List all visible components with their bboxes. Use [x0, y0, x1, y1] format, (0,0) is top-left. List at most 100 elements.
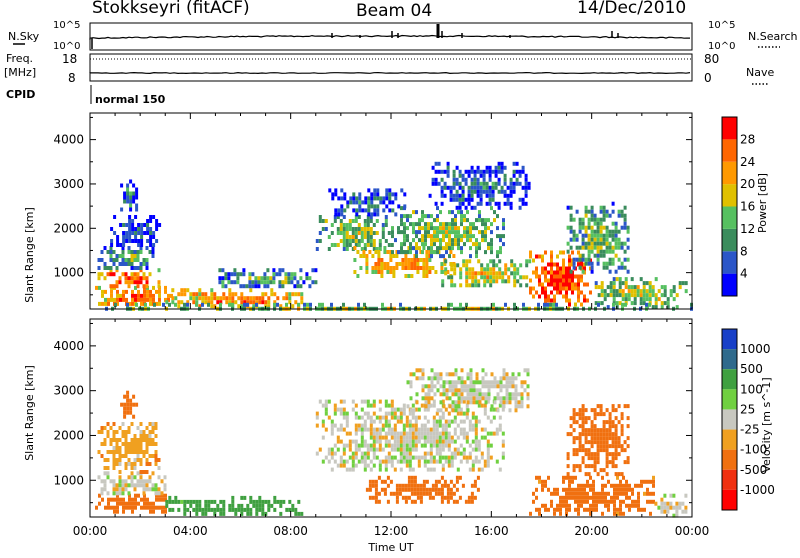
data-cell — [491, 185, 495, 190]
data-cell — [620, 209, 624, 214]
data-cell — [572, 428, 576, 433]
data-cell — [388, 196, 392, 201]
data-cell — [490, 404, 494, 409]
data-cell — [474, 271, 478, 276]
data-cell — [613, 499, 616, 504]
data-cell — [640, 479, 643, 484]
data-cell — [115, 258, 119, 262]
data-cell — [450, 279, 454, 284]
data-cell — [429, 451, 433, 456]
data-cell — [112, 479, 116, 484]
data-cell — [409, 380, 413, 385]
data-cell — [565, 274, 568, 279]
data-cell — [378, 239, 382, 243]
data-cell — [367, 212, 371, 217]
data-cell — [411, 447, 415, 452]
data-cell — [336, 435, 340, 440]
data-cell — [578, 436, 582, 441]
data-cell — [171, 288, 175, 293]
data-cell — [601, 483, 604, 488]
data-cell — [592, 495, 595, 500]
data-cell — [204, 499, 208, 504]
data-cell — [475, 396, 479, 401]
data-cell — [477, 403, 481, 408]
data-cell — [112, 454, 116, 458]
data-cell — [372, 447, 376, 452]
data-cell — [642, 297, 646, 302]
data-cell — [126, 199, 130, 204]
data-cell — [642, 301, 646, 306]
data-cell — [365, 266, 369, 270]
data-cell — [149, 505, 152, 510]
data-cell — [107, 297, 110, 302]
data-cell — [124, 276, 128, 281]
data-cell — [486, 267, 490, 272]
data-cell — [474, 443, 478, 448]
data-cell — [204, 296, 208, 301]
data-cell — [513, 275, 517, 280]
data-cell — [499, 250, 502, 255]
data-cell — [201, 507, 205, 512]
data-cell — [192, 292, 196, 297]
data-cell — [453, 263, 457, 268]
data-cell — [512, 169, 516, 174]
data-cell — [577, 274, 580, 279]
data-cell — [357, 423, 361, 428]
data-cell — [135, 402, 139, 407]
data-cell — [496, 408, 500, 413]
data-cell — [499, 400, 503, 405]
data-cell — [604, 483, 607, 488]
data-cell — [538, 511, 541, 516]
data-cell — [381, 423, 385, 428]
data-cell — [148, 434, 152, 438]
power-colorbar-swatch — [722, 273, 737, 296]
data-cell — [355, 208, 359, 213]
data-cell — [110, 293, 113, 298]
data-cell — [375, 435, 379, 440]
data-cell — [300, 511, 304, 516]
data-cell — [107, 501, 110, 506]
data-cell — [110, 505, 113, 510]
data-cell — [468, 271, 472, 276]
data-cell — [100, 454, 104, 458]
data-cell — [213, 296, 217, 301]
beam-title: Beam 04 — [356, 1, 432, 21]
data-cell — [446, 161, 450, 166]
data-cell — [109, 426, 113, 430]
data-cell — [285, 296, 289, 301]
data-cell — [146, 293, 149, 298]
data-cell — [587, 464, 591, 469]
data-cell — [559, 507, 562, 512]
data-cell — [136, 442, 140, 446]
data-cell — [581, 253, 585, 258]
data-cell — [123, 406, 127, 411]
data-cell — [470, 177, 474, 182]
data-cell — [577, 282, 580, 287]
data-cell — [601, 491, 604, 496]
data-cell — [604, 503, 607, 508]
data-cell — [340, 188, 344, 193]
data-cell — [345, 415, 349, 420]
data-cell — [457, 226, 460, 231]
data-cell — [106, 266, 110, 270]
data-cell — [354, 431, 358, 436]
data-cell — [366, 411, 370, 416]
data-cell — [375, 427, 379, 432]
data-cell — [430, 380, 434, 385]
data-cell — [544, 507, 547, 512]
data-cell — [478, 380, 482, 385]
data-cell — [393, 407, 397, 412]
data-cell — [451, 384, 455, 389]
data-cell — [124, 483, 128, 488]
data-cell — [136, 276, 140, 281]
data-cell — [487, 218, 490, 223]
data-cell — [416, 258, 420, 262]
data-cell — [158, 223, 162, 227]
data-cell — [198, 304, 202, 309]
data-cell — [396, 435, 400, 440]
y-tick-label: 4000 — [53, 133, 84, 147]
data-cell — [130, 250, 134, 254]
data-cell — [122, 509, 125, 514]
data-cell — [469, 246, 472, 251]
data-cell — [477, 459, 481, 464]
